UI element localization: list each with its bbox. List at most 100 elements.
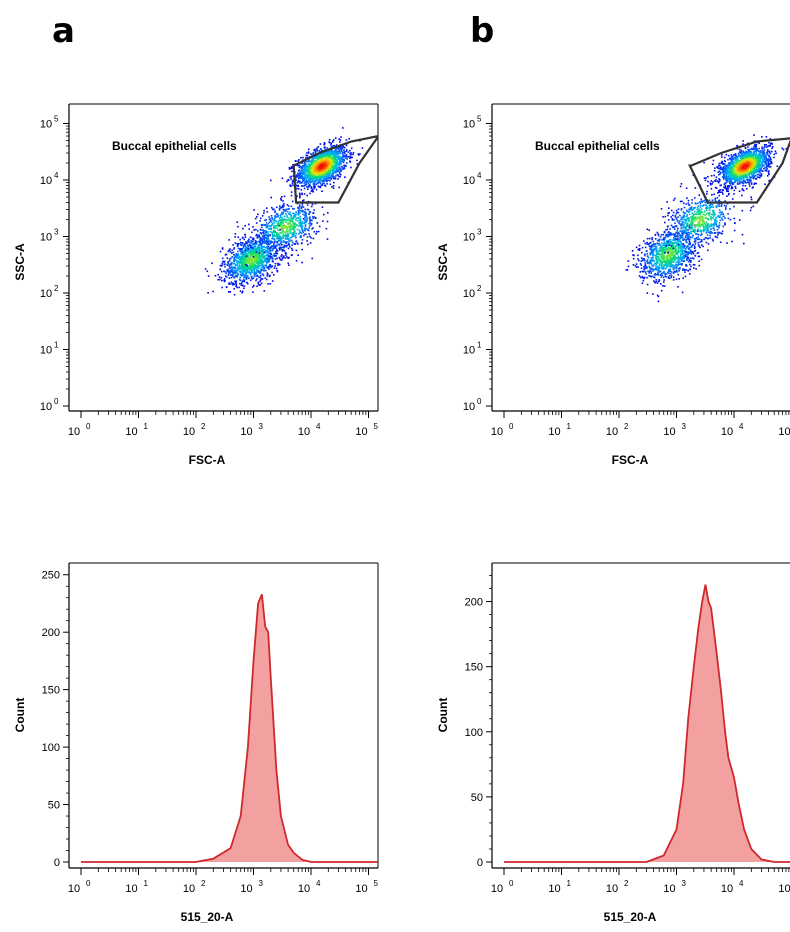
a-scatter-event-point bbox=[233, 269, 236, 272]
a-scatter-event-point bbox=[314, 180, 316, 182]
a-scatter-event-point bbox=[294, 235, 297, 237]
a-scatter-event-point bbox=[333, 139, 335, 141]
a-scatter-event-point bbox=[281, 259, 283, 261]
a-scatter-event-point bbox=[271, 249, 273, 252]
a-scatter-event-point bbox=[256, 255, 259, 257]
a-scatter-event-point bbox=[263, 266, 266, 269]
a-scatter-event-point bbox=[325, 159, 327, 162]
a-scatter-event-point bbox=[287, 233, 290, 236]
a-scatter-event-point bbox=[229, 291, 231, 293]
a-scatter-event-point bbox=[262, 260, 265, 263]
b-scatter-event-point bbox=[766, 152, 769, 155]
a-scatter-event-point bbox=[300, 167, 303, 169]
a-scatter-event-point bbox=[260, 242, 263, 245]
a-scatter-event-point bbox=[302, 210, 304, 213]
a-scatter-event-point bbox=[336, 158, 339, 160]
a-scatter-event-point bbox=[302, 168, 305, 171]
a-scatter-event-point bbox=[356, 163, 359, 165]
a-scatter-event-point bbox=[239, 267, 241, 270]
a-scatter-event-point bbox=[227, 262, 230, 265]
b-scatter-event-point bbox=[755, 182, 757, 185]
a-scatter-event-point bbox=[263, 210, 265, 212]
b-scatter-event-point bbox=[735, 154, 737, 157]
b-scatter-event-point bbox=[715, 179, 717, 181]
a-scatter-event-point bbox=[329, 183, 332, 186]
a-scatter-event-point bbox=[250, 241, 253, 244]
a-scatter-event-point bbox=[331, 149, 333, 152]
a-scatter-event-point bbox=[335, 144, 338, 146]
a-scatter-event-point bbox=[241, 266, 244, 269]
a-scatter-event-point bbox=[226, 257, 229, 259]
a-scatter-event-point bbox=[265, 254, 268, 257]
b-scatter-event-point bbox=[753, 167, 755, 169]
b-scatter-event-point bbox=[737, 160, 740, 162]
a-scatter-event-point bbox=[267, 242, 269, 244]
a-scatter-event-point bbox=[261, 266, 263, 269]
a-scatter-event-point bbox=[232, 272, 234, 274]
b-scatter-event-point bbox=[727, 193, 730, 196]
a-scatter-event-point bbox=[236, 274, 238, 277]
b-scatter-event-point bbox=[731, 187, 734, 189]
a-scatter-event-point bbox=[333, 181, 335, 184]
a-scatter-event-point bbox=[323, 162, 326, 164]
a-scatter-event-point bbox=[233, 258, 235, 260]
b-scatter-event-point bbox=[753, 176, 756, 178]
a-scatter-event-point bbox=[306, 181, 309, 183]
a-scatter-event-point bbox=[311, 161, 314, 164]
a-scatter-event-point bbox=[345, 165, 347, 167]
a-scatter-event-point bbox=[260, 264, 263, 266]
a-scatter-event-point bbox=[335, 150, 338, 153]
a-scatter-event-point bbox=[247, 245, 249, 248]
a-scatter-event-point bbox=[312, 182, 315, 185]
a-scatter-event-point bbox=[319, 182, 322, 184]
a-scatter-event-point bbox=[279, 205, 281, 207]
a-scatter-event-point bbox=[254, 266, 257, 268]
a-scatter-event-point bbox=[253, 242, 256, 245]
a-scatter-event-point bbox=[219, 268, 221, 271]
b-scatter-event-point bbox=[771, 147, 773, 150]
a-scatter-event-point bbox=[272, 248, 274, 250]
b-scatter-event-point bbox=[726, 180, 728, 182]
a-scatter-event-point bbox=[265, 225, 268, 227]
b-scatter-event-point bbox=[749, 185, 751, 187]
a-scatter-event-point bbox=[318, 160, 320, 162]
a-scatter-event-point bbox=[328, 163, 330, 165]
a-scatter-event-point bbox=[262, 241, 265, 243]
b-scatter-event-point bbox=[735, 160, 738, 162]
a-scatter-event-point bbox=[312, 176, 315, 179]
a-scatter-event-point bbox=[327, 179, 330, 182]
a-scatter-event-point bbox=[269, 283, 272, 285]
a-scatter-event-point bbox=[294, 218, 297, 221]
a-scatter-event-point bbox=[278, 263, 280, 265]
a-scatter-event-point bbox=[272, 254, 275, 257]
a-scatter-event-point bbox=[309, 242, 312, 244]
a-scatter-event-point bbox=[251, 253, 253, 256]
a-scatter-event-point bbox=[320, 161, 323, 163]
a-scatter-event-point bbox=[329, 159, 331, 161]
a-scatter-event-point bbox=[240, 253, 242, 256]
a-scatter-event-point bbox=[338, 150, 341, 152]
a-scatter-event-point bbox=[242, 284, 244, 287]
a-scatter-event-point bbox=[336, 156, 338, 158]
a-scatter-event-point bbox=[256, 274, 258, 277]
b-scatter-event-point bbox=[748, 164, 750, 166]
a-scatter-event-point bbox=[283, 250, 286, 252]
a-scatter-event-point bbox=[235, 271, 237, 274]
a-scatter-event-point bbox=[339, 168, 342, 170]
a-scatter-event-point bbox=[242, 274, 245, 276]
a-scatter-event-point bbox=[240, 248, 242, 250]
a-scatter-event-point bbox=[265, 231, 268, 233]
b-scatter-event-point bbox=[745, 178, 748, 181]
a-scatter-event-point bbox=[326, 163, 329, 166]
b-scatter-event-point bbox=[728, 192, 730, 195]
scatter-plot-a: 10 010 110 210 310 410 510 0 10 1 10 2 10 3 10 4 10 5FSC-… bbox=[13, 103, 379, 467]
a-scatter-event-point bbox=[308, 148, 310, 151]
a-scatter-event-point bbox=[256, 250, 259, 253]
b-scatter-event-point bbox=[718, 167, 720, 170]
a-scatter-event-point bbox=[273, 267, 276, 269]
a-scatter-event-point bbox=[285, 227, 287, 230]
a-scatter-event-point bbox=[297, 188, 300, 190]
b-scatter-event-point bbox=[714, 180, 716, 182]
a-scatter-event-point bbox=[252, 291, 254, 293]
a-scatter-event-point bbox=[253, 273, 255, 275]
